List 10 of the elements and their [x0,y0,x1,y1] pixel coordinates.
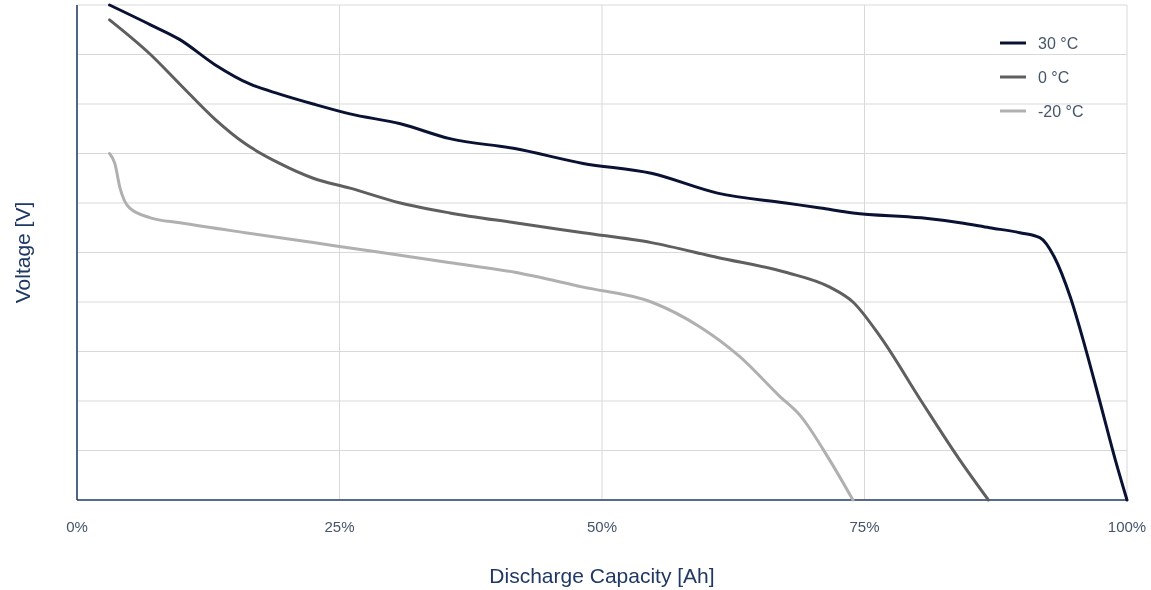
x-tick-label: 0% [66,518,88,535]
x-tick-label: 100% [1107,518,1147,535]
x-tick-label: 25% [324,518,355,535]
x-axis-title: Discharge Capacity [Ah] [489,564,715,587]
x-tick-label: 50% [586,518,618,535]
x-tick-label: 75% [849,518,880,535]
legend-label: 30 °C [1038,35,1079,52]
legend-label: 0 °C [1038,69,1070,86]
legend-label: -20 °C [1038,103,1084,120]
y-axis-title: Voltage [V] [11,201,34,304]
